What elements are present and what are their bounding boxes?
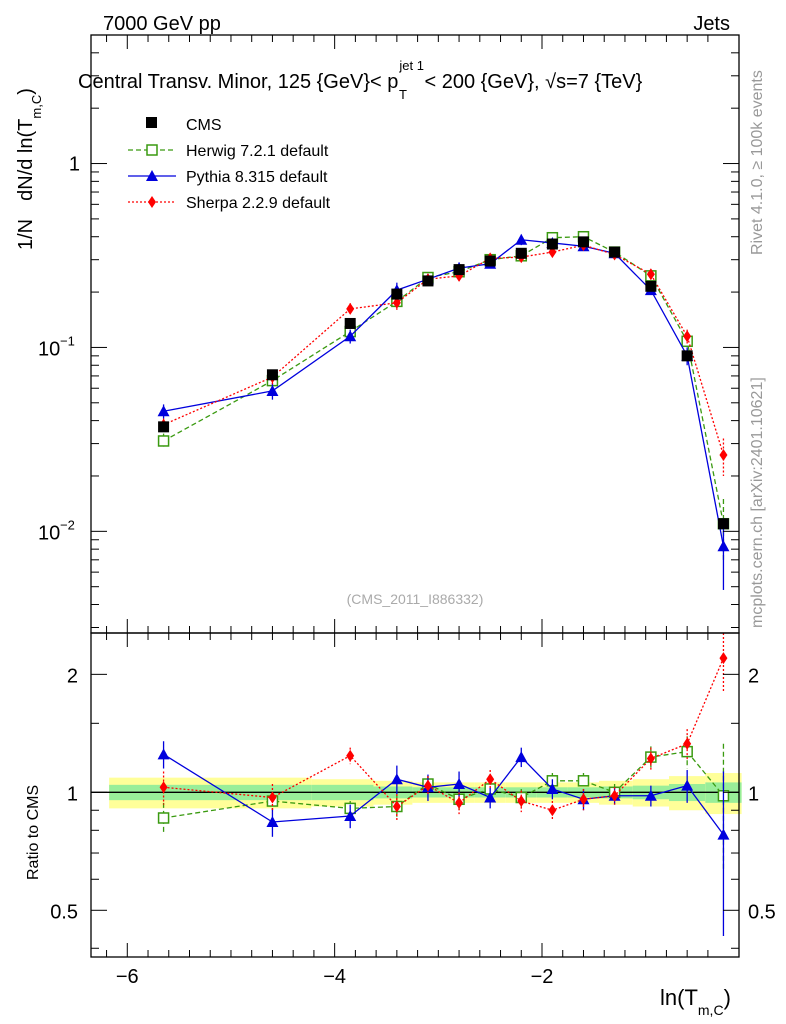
sherpa-marker [159,781,168,794]
cms-marker [546,238,558,250]
sherpa-marker [579,793,588,806]
sherpa-marker [268,791,277,804]
svg-text:Sherpa 2.2.9 default: Sherpa 2.2.9 default [186,195,331,212]
pythia-marker [515,233,528,245]
sherpa-marker [548,804,557,817]
svg-text:Pythia 8.315 default: Pythia 8.315 default [186,169,328,186]
sherpa-marker [346,302,355,315]
cms-marker [645,280,657,292]
y-tick-label: 10 [38,338,60,360]
series-line [163,244,725,456]
sherpa-marker [455,796,464,809]
y-tick-label: 1 [69,154,80,176]
cms-marker [391,288,403,300]
svg-text:1/NdN/d ln(Tm,C): 1/NdN/d ln(Tm,C) [15,88,44,250]
ratio-axis-label: Ratio to CMS [25,785,42,880]
sherpa-marker [719,652,728,665]
pythia-marker [344,330,357,342]
x-axis-label: ln(Tm,C) [660,985,731,1018]
herwig-marker [157,812,170,824]
ratio-plot [157,633,730,936]
series-line [163,657,725,811]
y-tick-exponent: −1 [60,333,75,348]
pythia-marker [546,782,559,794]
legend-item-pythia: Pythia 8.315 default [128,169,328,186]
pythia-marker [266,815,279,827]
pythia-marker [344,810,357,822]
pythia-marker [266,384,279,396]
mcplots-label: mcplots.cern.ch [arXiv:2401.10621] [749,377,766,628]
legend: CMS Herwig 7.2.1 default Pythia 8.315 de… [128,117,331,212]
plot-title: Central Transv. Minor, 125 {GeV}< pjet 1… [78,58,643,102]
pythia-marker [157,405,170,417]
herwig-marker [157,435,170,447]
cms-marker [266,369,278,381]
sherpa-marker [392,296,401,309]
series-line [163,239,725,547]
cms-marker [609,246,621,258]
cms-marker [681,350,693,362]
ratio-y-tick-label: 1 [67,783,78,805]
pythia-marker [484,791,497,803]
pythia-marker [681,779,694,791]
cms-marker [422,275,434,287]
sherpa-marker [423,779,432,792]
legend-item-herwig: Herwig 7.2.1 default [128,143,329,160]
pythia-marker [644,789,657,801]
cms-marker [577,236,589,248]
herwig-marker [577,775,590,787]
sherpa-marker [719,449,728,462]
sherpa-marker [646,268,655,281]
series-line [163,236,725,524]
cms-marker [515,247,527,259]
ratio-y-tick-label-right: 1 [748,783,759,805]
process-label: Jets [693,13,730,35]
cms-marker [484,255,496,267]
sherpa-marker [392,800,401,813]
y-tick-exponent: −2 [60,517,75,532]
y-axis-label: 1/NdN/d ln(Tm,C) [15,88,44,250]
ratio-y-tick-label: 0.5 [50,901,78,923]
pythia-marker [453,778,466,790]
energy-label: 7000 GeV pp [103,13,221,35]
sherpa-marker [683,737,692,750]
sherpa-marker [346,749,355,762]
pythia-marker [157,748,170,760]
analysis-id: (CMS_2011_I886332) [347,591,484,607]
ratio-y-tick-label-right: 2 [748,665,759,687]
legend-item-sherpa: Sherpa 2.2.9 default [128,195,331,212]
ratio-frame [90,632,740,958]
cms-marker [158,421,170,433]
x-tick-label: −2 [531,966,554,988]
main-plot [157,230,730,590]
series-line [163,753,724,835]
y-tick-label: 10 [38,522,60,544]
pythia-marker [717,828,730,840]
svg-text:Herwig 7.2.1 default: Herwig 7.2.1 default [186,143,329,160]
sherpa-marker [683,330,692,343]
ratio-y-tick-label-right: 0.5 [748,901,776,923]
cms-marker [717,518,729,530]
cms-marker [344,317,356,329]
sherpa-marker [646,752,655,765]
rivet-label: Rivet 4.1.0, ≥ 100k events [749,70,766,255]
sherpa-marker [486,773,495,786]
x-tick-label: −6 [116,966,139,988]
pythia-marker [390,773,403,785]
legend-item-cms: CMS [146,117,222,134]
pythia-marker [717,540,730,552]
cms-marker [453,264,465,276]
pythia-marker [515,751,528,763]
sherpa-marker [610,789,619,802]
series-line [163,750,724,819]
sherpa-marker [517,795,526,808]
x-tick-label: −4 [323,966,346,988]
ratio-y-tick-label: 2 [67,665,78,687]
svg-text:CMS: CMS [186,117,222,134]
